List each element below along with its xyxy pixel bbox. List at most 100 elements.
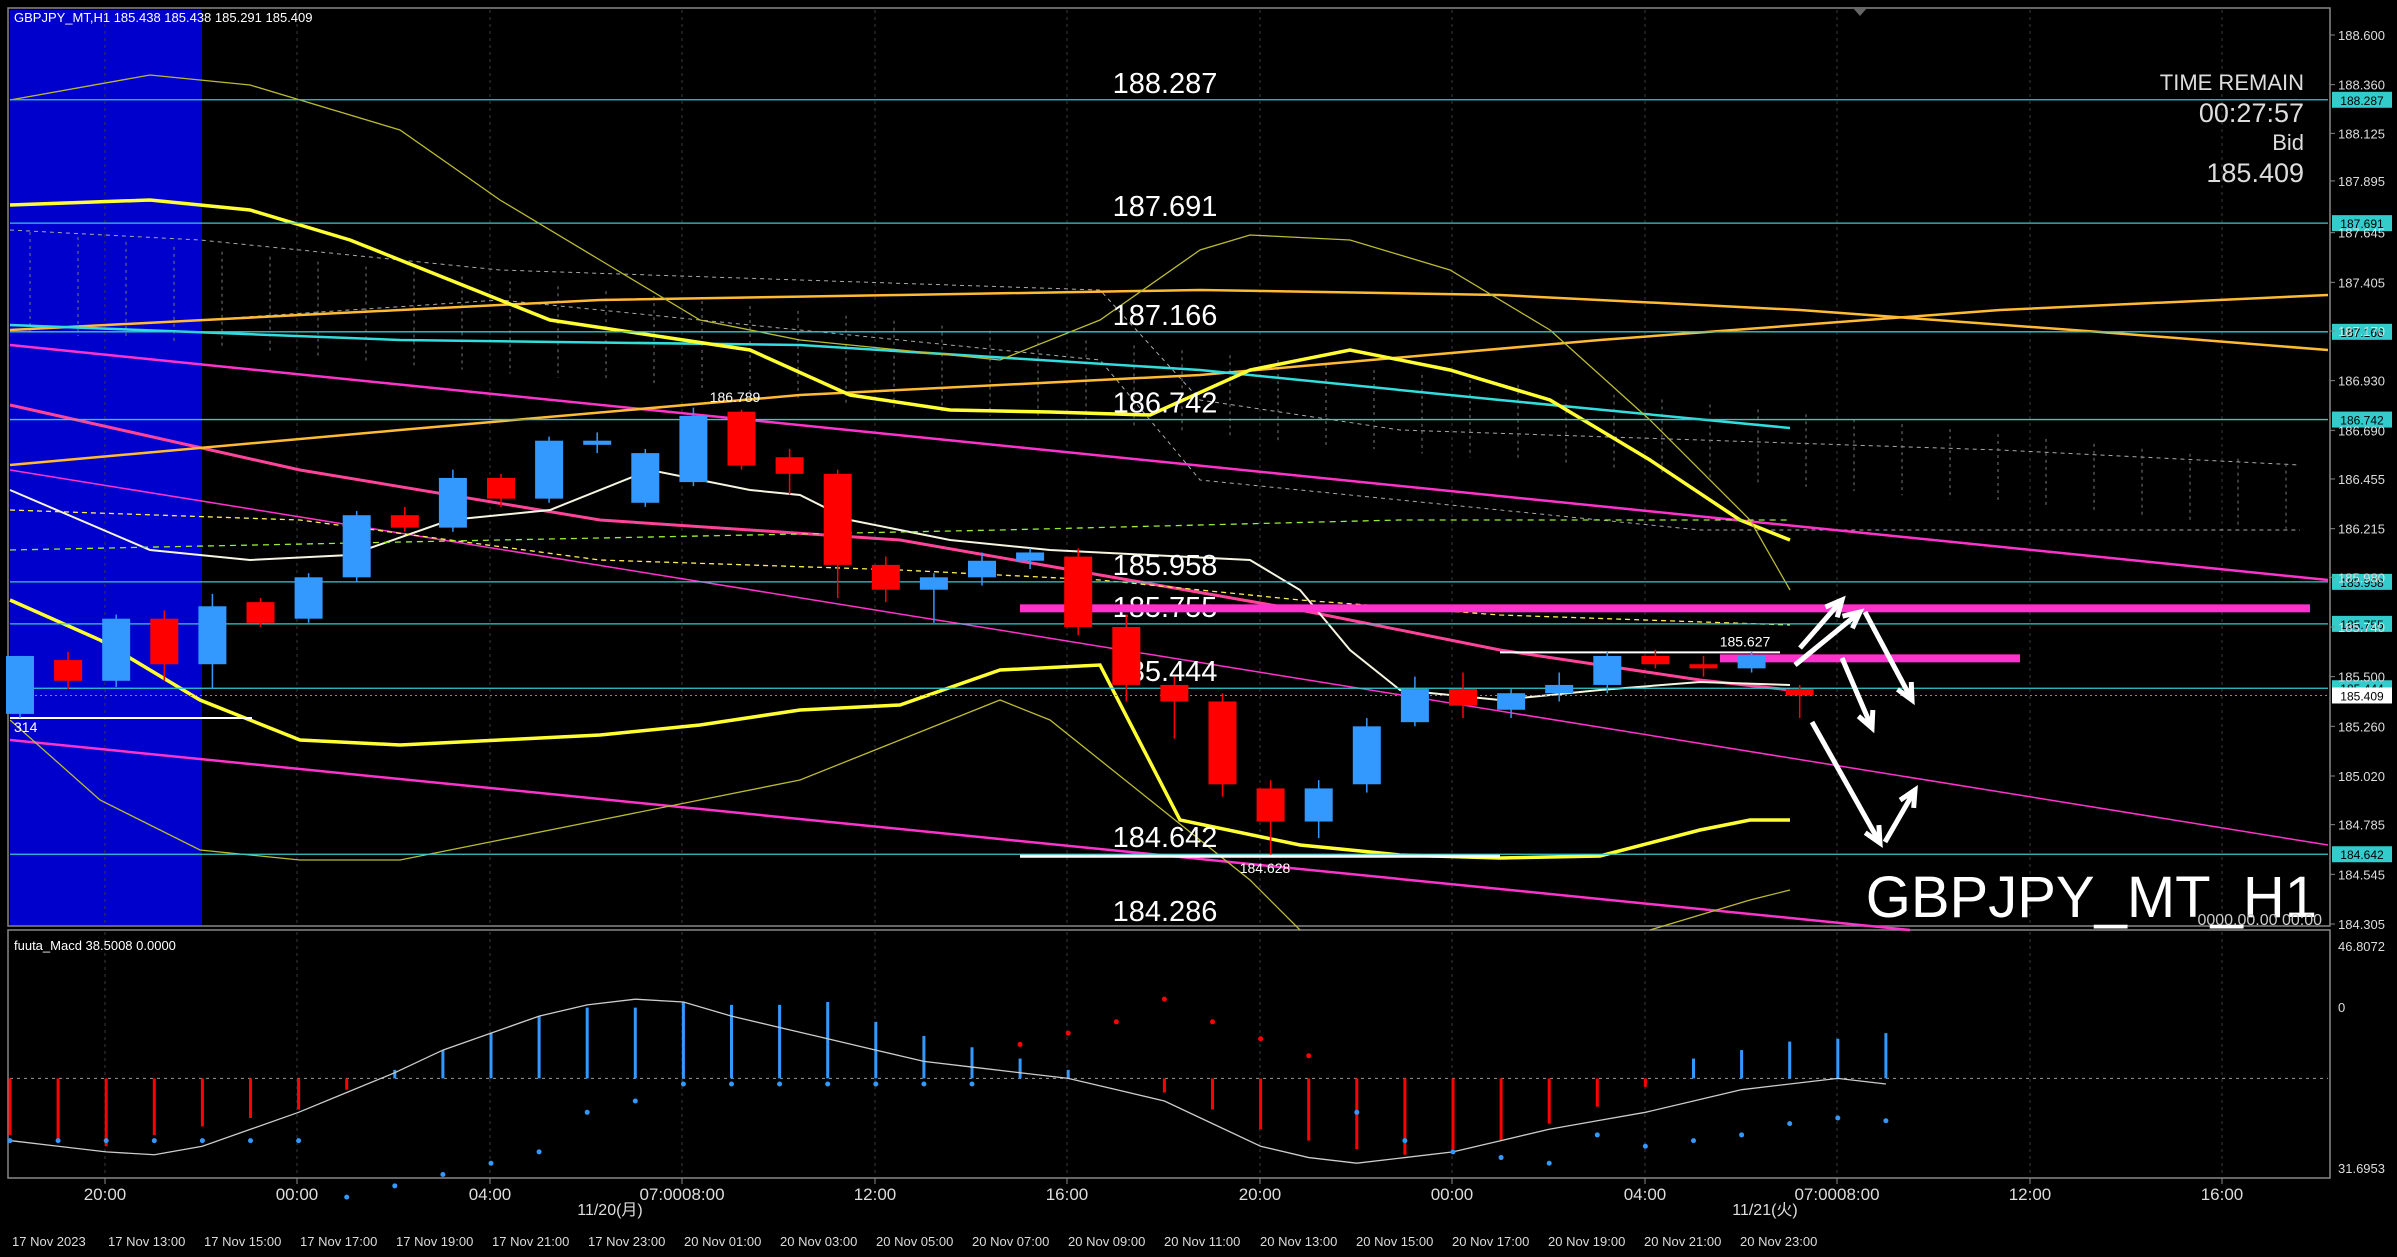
watermark: GBPJPY_MT_H1 xyxy=(1866,865,2317,930)
y-tick-label: 186.690 xyxy=(2338,423,2385,438)
macd-signal-dot xyxy=(1306,1053,1312,1059)
level-price-tag-text: 187.691 xyxy=(2340,217,2384,231)
magenta-ma xyxy=(9,403,1791,692)
resistance-zone xyxy=(1020,604,2310,613)
macd-signal-dot xyxy=(248,1138,253,1144)
level-price-tag xyxy=(2332,411,2392,428)
magenta-channel-top xyxy=(9,343,2329,582)
macd-signal-dot xyxy=(1883,1118,1889,1124)
date-label: 11/21(火) xyxy=(1732,1202,1798,1219)
level-lines: 188.287188.287187.691187.691187.166187.1… xyxy=(10,68,2392,928)
y-tick-label: 184.545 xyxy=(2338,867,2385,882)
bottom-date-label: 20 Nov 23:00 xyxy=(1740,1234,1817,1249)
level-price-tag-text: 184.642 xyxy=(2340,848,2384,862)
x-tick-label: 00:00 xyxy=(1431,1185,1474,1204)
candle-body xyxy=(1641,655,1670,665)
level-price-tag xyxy=(2332,323,2392,340)
level-label: 187.691 xyxy=(1113,191,1218,223)
y-tick-label: 185.740 xyxy=(2338,620,2385,635)
cyan-ma xyxy=(9,323,1791,430)
macd-signal-dot xyxy=(296,1138,302,1144)
candle-body xyxy=(150,618,179,665)
arrow-head xyxy=(1856,709,1876,734)
candle-body xyxy=(1016,552,1045,561)
macd-signal-dot xyxy=(1498,1155,1504,1161)
macd-signal-dot xyxy=(440,1172,446,1178)
bottom-date-label: 20 Nov 15:00 xyxy=(1356,1234,1433,1249)
bollinger-lower-right xyxy=(1649,889,1791,931)
grid xyxy=(104,10,2223,1176)
y-tick-label: 186.215 xyxy=(2338,522,2385,537)
candle-body xyxy=(583,440,612,445)
level-price-tag xyxy=(2332,615,2392,632)
bottom-date-label: 20 Nov 01:00 xyxy=(684,1234,761,1249)
current-price-tag-text: 185.409 xyxy=(2340,689,2384,703)
candle-body xyxy=(1400,689,1429,723)
candle-body xyxy=(631,453,660,503)
macd-axis-label: 46.8072 xyxy=(2338,939,2385,954)
watermark-sub: 0000.00.00 00:00 xyxy=(2197,912,2322,929)
level-price-tag-text: 185.958 xyxy=(2340,576,2384,590)
x-tick-label: 04:00 xyxy=(1624,1185,1667,1204)
macd-signal-dot xyxy=(103,1138,109,1144)
candle-body xyxy=(968,560,996,578)
y-tick-label: 187.405 xyxy=(2338,275,2385,290)
candle-body xyxy=(54,660,83,681)
macd-signal-dot xyxy=(873,1081,879,1087)
macd-axis-label: 0 xyxy=(2338,1000,2345,1015)
x-tick-label: 20:00 xyxy=(1239,1185,1282,1204)
macd-signal-dot xyxy=(825,1081,831,1087)
current-price-tag xyxy=(2332,687,2392,704)
macd-indicator: 46.8072 0 31.6953 xyxy=(7,939,2385,1200)
candle-body xyxy=(1737,655,1766,669)
macd-signal-line xyxy=(9,998,1886,1164)
arrow-head xyxy=(1898,785,1918,809)
bid-label: Bid xyxy=(2272,130,2304,155)
time-axis: 20:00 00:00 04:00 07:0008:00 12:00 16:00 20:00… xyxy=(0,1178,2397,1257)
shift-marker-icon[interactable] xyxy=(1853,8,1867,16)
y-tick-label: 185.020 xyxy=(2338,769,2385,784)
y-tick-label: 188.600 xyxy=(2338,28,2385,43)
y-tick-label: 188.125 xyxy=(2338,126,2385,141)
macd-signal-dot xyxy=(1017,1041,1023,1047)
time-remain-label: TIME REMAIN xyxy=(2160,70,2304,95)
level-price-tag-text: 188.287 xyxy=(2340,94,2384,108)
arrow-head xyxy=(1895,681,1915,706)
bollinger-lower xyxy=(9,699,1301,931)
candle-body xyxy=(1160,684,1189,702)
macd-signal-dot xyxy=(1835,1115,1841,1121)
macd-axis-label: 31.6953 xyxy=(2338,1161,2385,1176)
candle-body xyxy=(823,473,852,565)
session-block xyxy=(10,10,202,925)
y-tick-label: 185.980 xyxy=(2338,570,2385,585)
candle-body xyxy=(246,602,275,623)
arrow-head xyxy=(1824,595,1846,619)
dashed-ma xyxy=(9,509,1791,626)
level-label: 187.166 xyxy=(1113,300,1218,332)
price-annotation: 314 xyxy=(14,719,38,735)
macd-signal-dot xyxy=(199,1138,205,1144)
candle-body xyxy=(6,655,34,714)
time-remain-value: 00:27:57 xyxy=(2199,98,2304,128)
price-annotation: 186.789 xyxy=(710,389,761,405)
y-tick-label: 184.785 xyxy=(2338,818,2385,833)
macd-signal-dot xyxy=(584,1109,590,1115)
x-tick-label: 12:00 xyxy=(854,1185,897,1204)
date-strip xyxy=(0,1226,2397,1257)
price-annotation: 184.628 xyxy=(1240,860,1291,876)
orange-ma-flat xyxy=(9,288,2329,352)
x-tick-label: 16:00 xyxy=(2201,1185,2244,1204)
candle-body xyxy=(294,577,323,619)
macd-signal-dot xyxy=(55,1138,61,1144)
y-tick-label: 185.500 xyxy=(2338,670,2385,685)
candle-body xyxy=(1545,684,1574,694)
green-dashed-line xyxy=(9,519,1790,551)
arrow-shaft xyxy=(1882,788,1918,844)
arrow-shaft xyxy=(1798,598,1844,650)
ichimoku-cloud xyxy=(9,229,2301,531)
forecast-arrows xyxy=(1793,595,1918,849)
arrow-head xyxy=(1841,608,1865,630)
candle-body xyxy=(679,415,708,483)
bottom-date-label: 20 Nov 03:00 xyxy=(780,1234,857,1249)
macd-signal-dot xyxy=(1642,1143,1648,1149)
